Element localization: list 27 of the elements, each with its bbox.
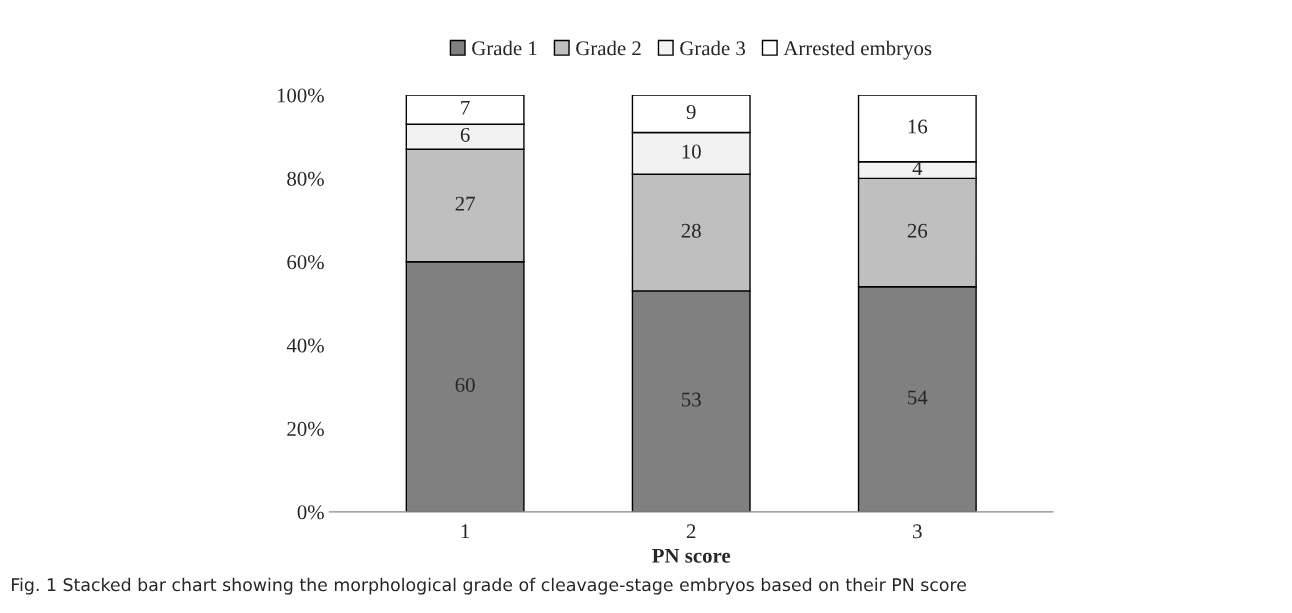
data-label: 4 (912, 161, 923, 176)
x-tick-label: 3 (913, 524, 922, 539)
caption: Fig. 1 Stacked bar chart showing the morphological grade of cleavage-stage embryos based on their PN score (12, 577, 966, 595)
y-tick-label: 20% (287, 421, 324, 436)
data-label: 7 (461, 100, 470, 115)
y-tick-label: 80% (287, 171, 324, 186)
data-label: 53 (682, 392, 701, 407)
data-label: 60 (455, 377, 475, 393)
legend-label: Grade 1 (472, 40, 537, 56)
data-label: 10 (682, 144, 701, 159)
legend-label: Arrested embryos (783, 40, 932, 60)
data-label: 6 (460, 127, 470, 142)
data-label: 9 (686, 104, 696, 119)
y-tick-label: 0% (297, 505, 324, 520)
y-tick-label: 60% (287, 255, 324, 270)
y-tick-label: 40% (286, 338, 324, 353)
x-tick-label: 2 (686, 524, 696, 539)
x-tick-label: 1 (461, 524, 470, 539)
data-label: 16 (908, 119, 928, 134)
x-axis-title: PN score (652, 548, 731, 563)
data-label: 54 (908, 390, 928, 405)
data-label: 27 (455, 196, 475, 211)
y-tick-label: 100% (277, 88, 324, 103)
data-label: 26 (907, 223, 928, 238)
data-label: 28 (681, 223, 701, 238)
legend-label: Grade 2 (576, 40, 641, 56)
legend-label: Grade 3 (680, 40, 746, 56)
